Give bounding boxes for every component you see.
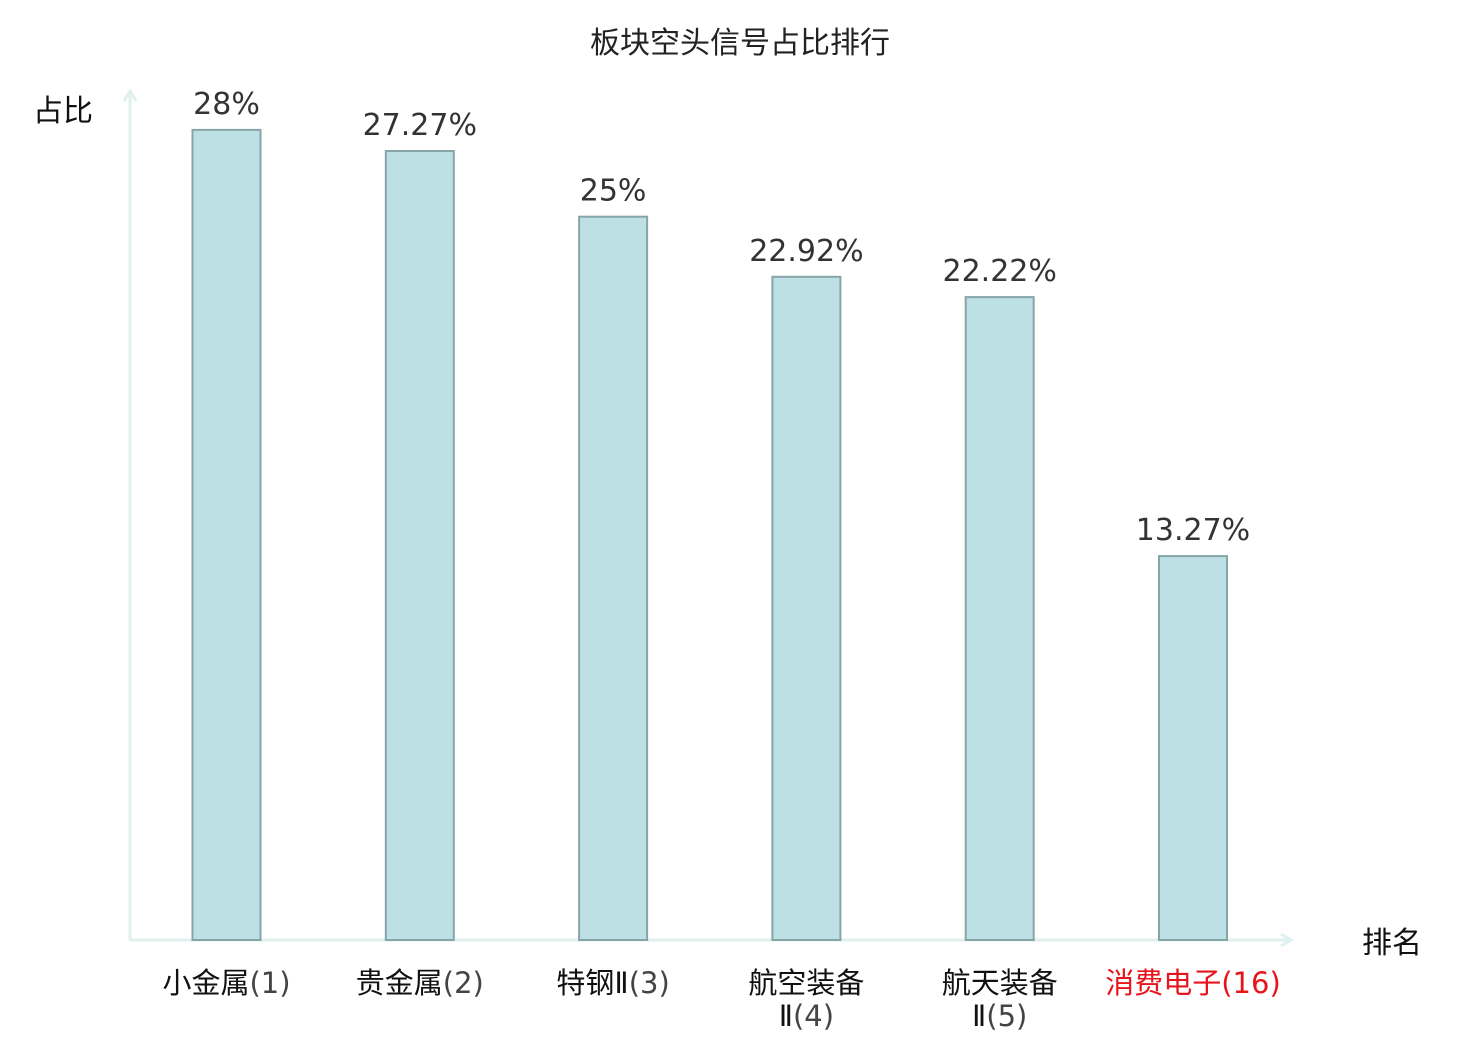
bar-1 [191,128,262,941]
bar-3 [578,215,649,941]
category-label-5-line-2: Ⅱ(5) [972,999,1027,1033]
category-rank: (5) [986,999,1027,1033]
bar-6 [1158,555,1228,941]
value-labels-group: 28% 27.27% 25% 22.92% 22.22% 13.27% [193,87,1250,548]
y-axis-label: 占比 [33,94,93,129]
bar-4 [771,275,842,941]
value-label-3: 25% [580,174,647,209]
category-label-4-line-1: 航空装备 [748,966,864,1000]
category-name: Ⅱ [779,999,793,1033]
category-name: 特钢Ⅱ [556,966,628,1000]
bar-2 [384,150,455,941]
category-rank: (4) [793,999,834,1033]
category-rank: (2) [443,966,484,1000]
category-name: 贵金属 [356,966,443,1000]
category-rank: (16) [1221,966,1281,1000]
category-name: 航天装备 [942,966,1058,1000]
bars-group [191,128,1228,942]
value-label-4: 22.92% [749,234,863,269]
category-name: 航空装备 [748,966,864,1000]
category-label-2: 贵金属(2) [356,966,484,1000]
x-axis-label: 排名 [1362,926,1422,961]
value-label-5: 22.22% [943,254,1057,289]
category-rank: (3) [629,966,670,1000]
category-label-1: 小金属(1) [162,966,290,1000]
value-label-1: 28% [193,87,260,122]
value-label-6: 13.27% [1136,513,1250,548]
category-name: 小金属 [162,966,249,1000]
category-label-5-line-1: 航天装备 [942,966,1058,1000]
bar-5 [964,296,1035,942]
chart-title: 板块空头信号占比排行 [590,26,890,61]
category-labels-group: 小金属(1) 贵金属(2) 特钢Ⅱ(3) 航空装备Ⅱ(4)航天装备Ⅱ(5)消费电子(1… [162,966,1280,1033]
category-rank: (1) [249,966,290,1000]
category-name: Ⅱ [972,999,986,1033]
category-label-6: 消费电子(16) [1105,966,1281,1000]
category-label-3: 特钢Ⅱ(3) [556,966,669,1000]
category-name: 消费电子 [1105,966,1221,1000]
value-label-2: 27.27% [363,108,477,143]
category-label-4-line-2: Ⅱ(4) [779,999,834,1033]
